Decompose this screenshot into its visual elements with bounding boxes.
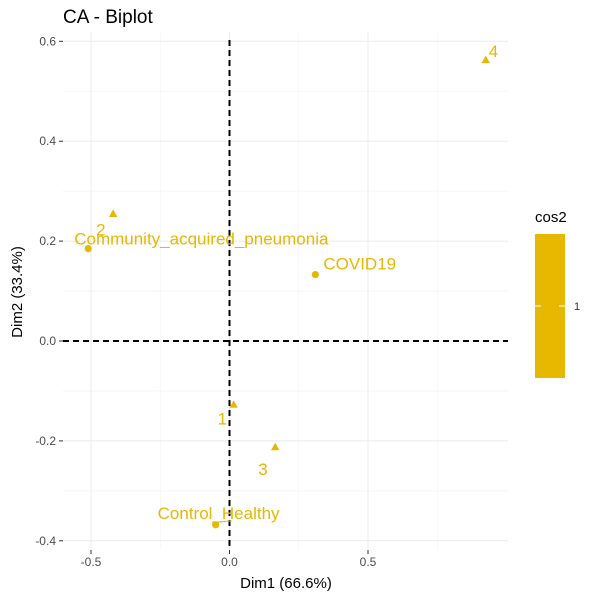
triangle-point-4 — [481, 55, 490, 64]
x-axis-label: Dim1 (66.6%) — [240, 575, 332, 592]
point-label: 4 — [489, 42, 498, 61]
point-control_healthy — [212, 521, 220, 529]
triangle-point-2 — [108, 209, 118, 217]
legend-tick-label: 1 — [574, 301, 580, 313]
x-tick-label: 0.0 — [221, 555, 238, 569]
y-tick-label: 0.4 — [39, 134, 56, 148]
point-label: Community_acquired_pneumonia — [74, 230, 329, 249]
point-label: 3 — [258, 460, 267, 479]
point-label: 2 — [96, 221, 105, 240]
reference-lines — [63, 40, 508, 550]
legend-title: cos2 — [535, 209, 567, 226]
y-tick-label: 0.6 — [39, 34, 56, 48]
y-tick-label: 0.2 — [39, 234, 56, 248]
x-tick-label: 0.5 — [360, 555, 377, 569]
grid — [63, 32, 508, 550]
x-tick-label: -0.5 — [81, 555, 102, 569]
axes: -0.5 0.0 0.5 -0.4 -0.2 0.0 0.2 0.4 0.6 — [35, 34, 376, 569]
legend: cos2 1 — [535, 209, 580, 378]
point-community_acquired_pneumonia — [84, 244, 92, 253]
y-tick-label: -0.2 — [35, 434, 56, 448]
point-label: 1 — [218, 409, 227, 428]
triangle-point-1 — [229, 400, 238, 408]
point-label: COVID19 — [323, 255, 396, 274]
data-points: Community_acquired_pneumonia COVID19 Contr… — [74, 42, 498, 529]
triangle-point-3 — [271, 442, 280, 451]
point-label: Control_Healthy — [158, 504, 280, 523]
chart-title: CA - Biplot — [63, 7, 153, 28]
y-axis-label: Dim2 (33.4%) — [9, 246, 26, 338]
y-tick-label: 0.0 — [39, 334, 56, 348]
y-tick-label: -0.4 — [35, 534, 56, 548]
point-covid19 — [311, 270, 319, 279]
label-connector — [218, 520, 232, 523]
